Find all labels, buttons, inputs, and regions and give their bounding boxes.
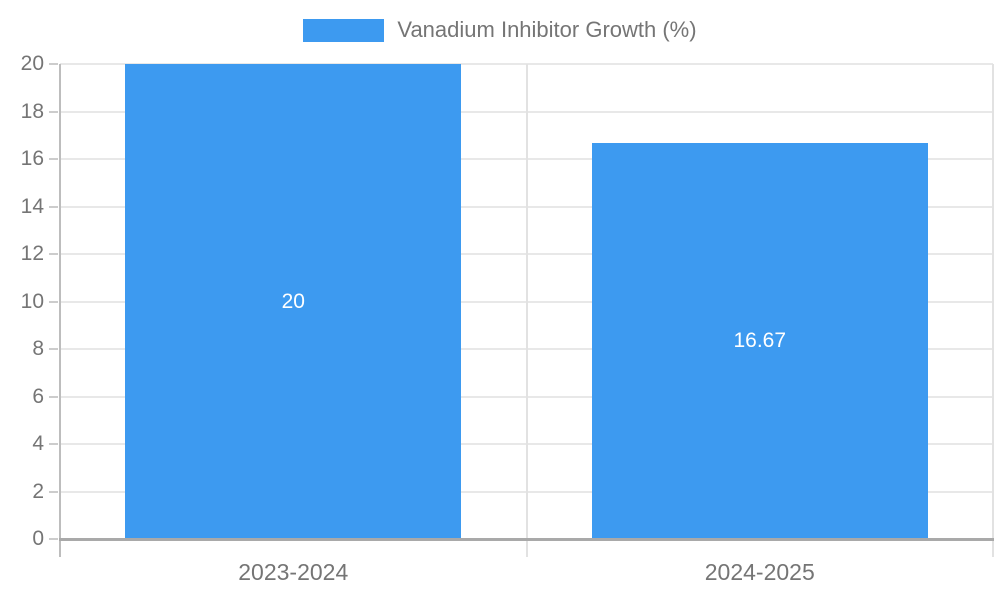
x-axis-tick-label: 2023-2024 [238,559,349,585]
y-tick [49,205,58,208]
y-tick [49,538,58,540]
y-tick [49,63,58,65]
x-axis-tick-label: 2024-2025 [704,559,815,585]
category-divider [525,64,528,557]
plot-right-border [992,64,994,557]
y-axis-tick-label: 4 [32,432,44,455]
y-tick [49,253,58,255]
legend: Vanadium Inhibitor Growth (%) [0,17,1000,43]
y-axis-tick-label: 8 [32,337,44,360]
y-axis-line [59,64,61,557]
x-axis-line [59,537,994,541]
y-tick [49,110,58,113]
bar [592,143,928,539]
y-tick [49,158,58,160]
y-tick [49,443,58,445]
legend-label: Vanadium Inhibitor Growth (%) [397,17,697,42]
legend-swatch [303,18,385,42]
y-tick [49,395,58,398]
y-axis-tick-label: 20 [20,52,44,75]
y-tick [49,300,58,303]
y-axis-tick-label: 10 [20,289,44,313]
y-axis-tick-label: 2 [32,479,44,503]
y-axis-tick-label: 14 [20,194,44,218]
bar [125,64,461,539]
y-axis-tick-label: 18 [20,99,44,123]
y-axis-tick-label: 12 [20,242,44,265]
y-axis-tick-label: 6 [32,384,44,408]
y-axis-tick-label: 16 [20,147,44,170]
bar-value-label: 20 [281,289,305,313]
y-tick [49,490,58,493]
y-axis-tick-label: 0 [32,527,44,550]
y-tick [49,348,58,350]
bar-value-label: 16.67 [733,329,787,353]
